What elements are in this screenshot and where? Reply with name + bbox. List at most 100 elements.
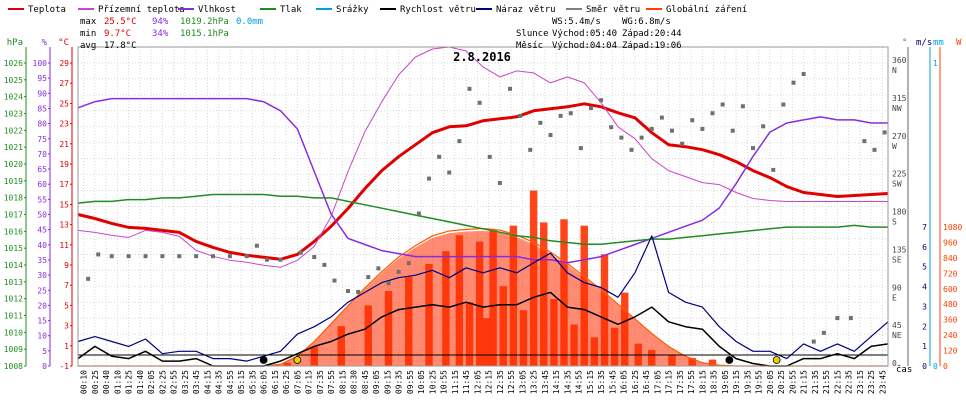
x-tick-label: 21:15 (800, 370, 809, 394)
wind-direction-point (609, 125, 614, 130)
wind-direction-point (96, 252, 101, 257)
wind-direction-point (254, 243, 259, 248)
x-tick-label: 15:45 (608, 370, 617, 394)
hpa-tick-label: 1020 (4, 160, 23, 169)
legend-label: Tlak (280, 5, 302, 15)
x-tick-label: 20:05 (766, 370, 775, 394)
wind-direction-point (298, 250, 303, 255)
temp-tick-label: -1 (59, 362, 69, 371)
dir-tick-label: 0 (892, 359, 897, 368)
temp-tick-label: 15 (59, 200, 69, 209)
x-tick-label: 23:15 (856, 370, 865, 394)
dir-tick-label: 45 (892, 321, 902, 330)
info-sunset: Západ:20:44 (622, 29, 682, 39)
wind-direction-point (227, 254, 232, 259)
dir-tick-direction: W (892, 142, 897, 151)
w-tick-label: 840 (943, 254, 958, 263)
hpa-tick-label: 1018 (4, 194, 23, 203)
x-tick-label: 22:35 (845, 370, 854, 394)
wind-direction-point (143, 254, 148, 259)
wind-direction-point (619, 135, 624, 140)
x-tick-label: 08:45 (361, 370, 370, 394)
legend-label: Rychlost větru (400, 5, 476, 15)
x-tick-label: 23:25 (867, 370, 876, 394)
temp-tick-label: 23 (59, 120, 69, 129)
x-tick-label: 02:55 (170, 370, 179, 394)
x-tick-label: 16:05 (620, 370, 629, 394)
x-tick-label: 02:25 (158, 370, 167, 394)
x-tick-label: 04:15 (203, 370, 212, 394)
wind-direction-point (508, 86, 512, 91)
wind-direction-point (538, 120, 543, 125)
x-tick-label: 03:45 (192, 370, 201, 394)
x-tick-label: 10:25 (428, 370, 437, 394)
wind-direction-point (437, 154, 442, 159)
x-tick-label: 19:35 (743, 370, 752, 394)
wind-direction-point (791, 80, 796, 85)
x-tick-label: 12:15 (485, 370, 494, 394)
w-tick-label: 240 (943, 331, 958, 340)
wind-direction-point (244, 254, 249, 259)
x-tick-label: 06:25 (282, 370, 291, 394)
hpa-tick-label: 1019 (4, 177, 23, 186)
x-tick-label: 09:35 (395, 370, 404, 394)
hpa-tick-label: 1025 (4, 76, 23, 85)
legend-label: Vlhkost (198, 5, 236, 15)
x-tick-label: 05:15 (237, 370, 246, 394)
ms-tick-label: 7 (922, 223, 927, 232)
info-moonset: Západ:19:06 (622, 41, 682, 51)
temp-tick-label: 25 (59, 99, 69, 108)
pct-tick-label: 65 (37, 165, 47, 174)
x-tick-label: 01:10 (113, 370, 122, 394)
wind-direction-point (558, 113, 563, 118)
pct-tick-label: 90 (37, 89, 47, 98)
x-tick-label: 10:05 (417, 370, 426, 394)
temp-tick-label: 11 (59, 241, 69, 250)
temp-tick-label: 7 (64, 281, 69, 290)
pct-tick-label: 80 (37, 120, 47, 129)
x-tick-label: 07:35 (316, 370, 325, 394)
w-tick-label: 720 (943, 269, 958, 278)
pct-tick-label: 40 (37, 241, 47, 250)
axes-layer: hPa1026102510241023102210211020101910181… (4, 38, 963, 394)
wind-direction-point (781, 102, 786, 107)
wind-direction-point (659, 115, 664, 120)
temp-tick-label: 3 (64, 322, 69, 331)
wind-direction-point (639, 135, 644, 140)
wind-direction-point (599, 98, 604, 103)
info-sun-label: Slunce (516, 29, 549, 39)
wind-direction-point (761, 124, 766, 129)
x-tick-label: 00:40 (102, 370, 111, 394)
hpa-tick-label: 1012 (4, 295, 23, 304)
stats-avg-temp: 17.8°C (104, 41, 137, 51)
pct-tick-label: 70 (37, 150, 47, 159)
ms-tick-label: 2 (922, 322, 927, 331)
wind-direction-point (477, 100, 482, 105)
ms-tick-label: 5 (922, 263, 927, 272)
wind-direction-layer (86, 72, 887, 344)
x-tick-label: 03:25 (181, 370, 190, 394)
ms-tick-label: 6 (922, 243, 927, 252)
dir-tick-label: 90 (892, 283, 902, 292)
wind-direction-point (86, 276, 91, 281)
hpa-tick-label: 1026 (4, 59, 23, 68)
wind-direction-point (265, 257, 269, 262)
hpa-tick-label: 1017 (4, 211, 23, 220)
wind-direction-point (332, 278, 337, 283)
x-tick-label: 21:35 (811, 370, 820, 394)
wind-direction-point (126, 254, 131, 259)
x-tick-label: 13:45 (541, 370, 550, 394)
w-axis-unit: W (956, 38, 962, 48)
hpa-tick-label: 1015 (4, 244, 23, 253)
x-tick-label: 13:25 (530, 370, 539, 394)
wind-direction-point (811, 339, 816, 344)
temp-axis-unit: °C (58, 38, 69, 48)
dir-tick-label: 135 (892, 245, 907, 254)
stats-min-press: 1015.1hPa (180, 29, 229, 39)
sun-moon-marker (259, 356, 268, 364)
x-tick-label: 17:05 (653, 370, 662, 394)
info-moonrise: Východ:04:04 (552, 41, 617, 51)
x-tick-label: 15:15 (586, 370, 595, 394)
wind-direction-point (548, 133, 553, 138)
